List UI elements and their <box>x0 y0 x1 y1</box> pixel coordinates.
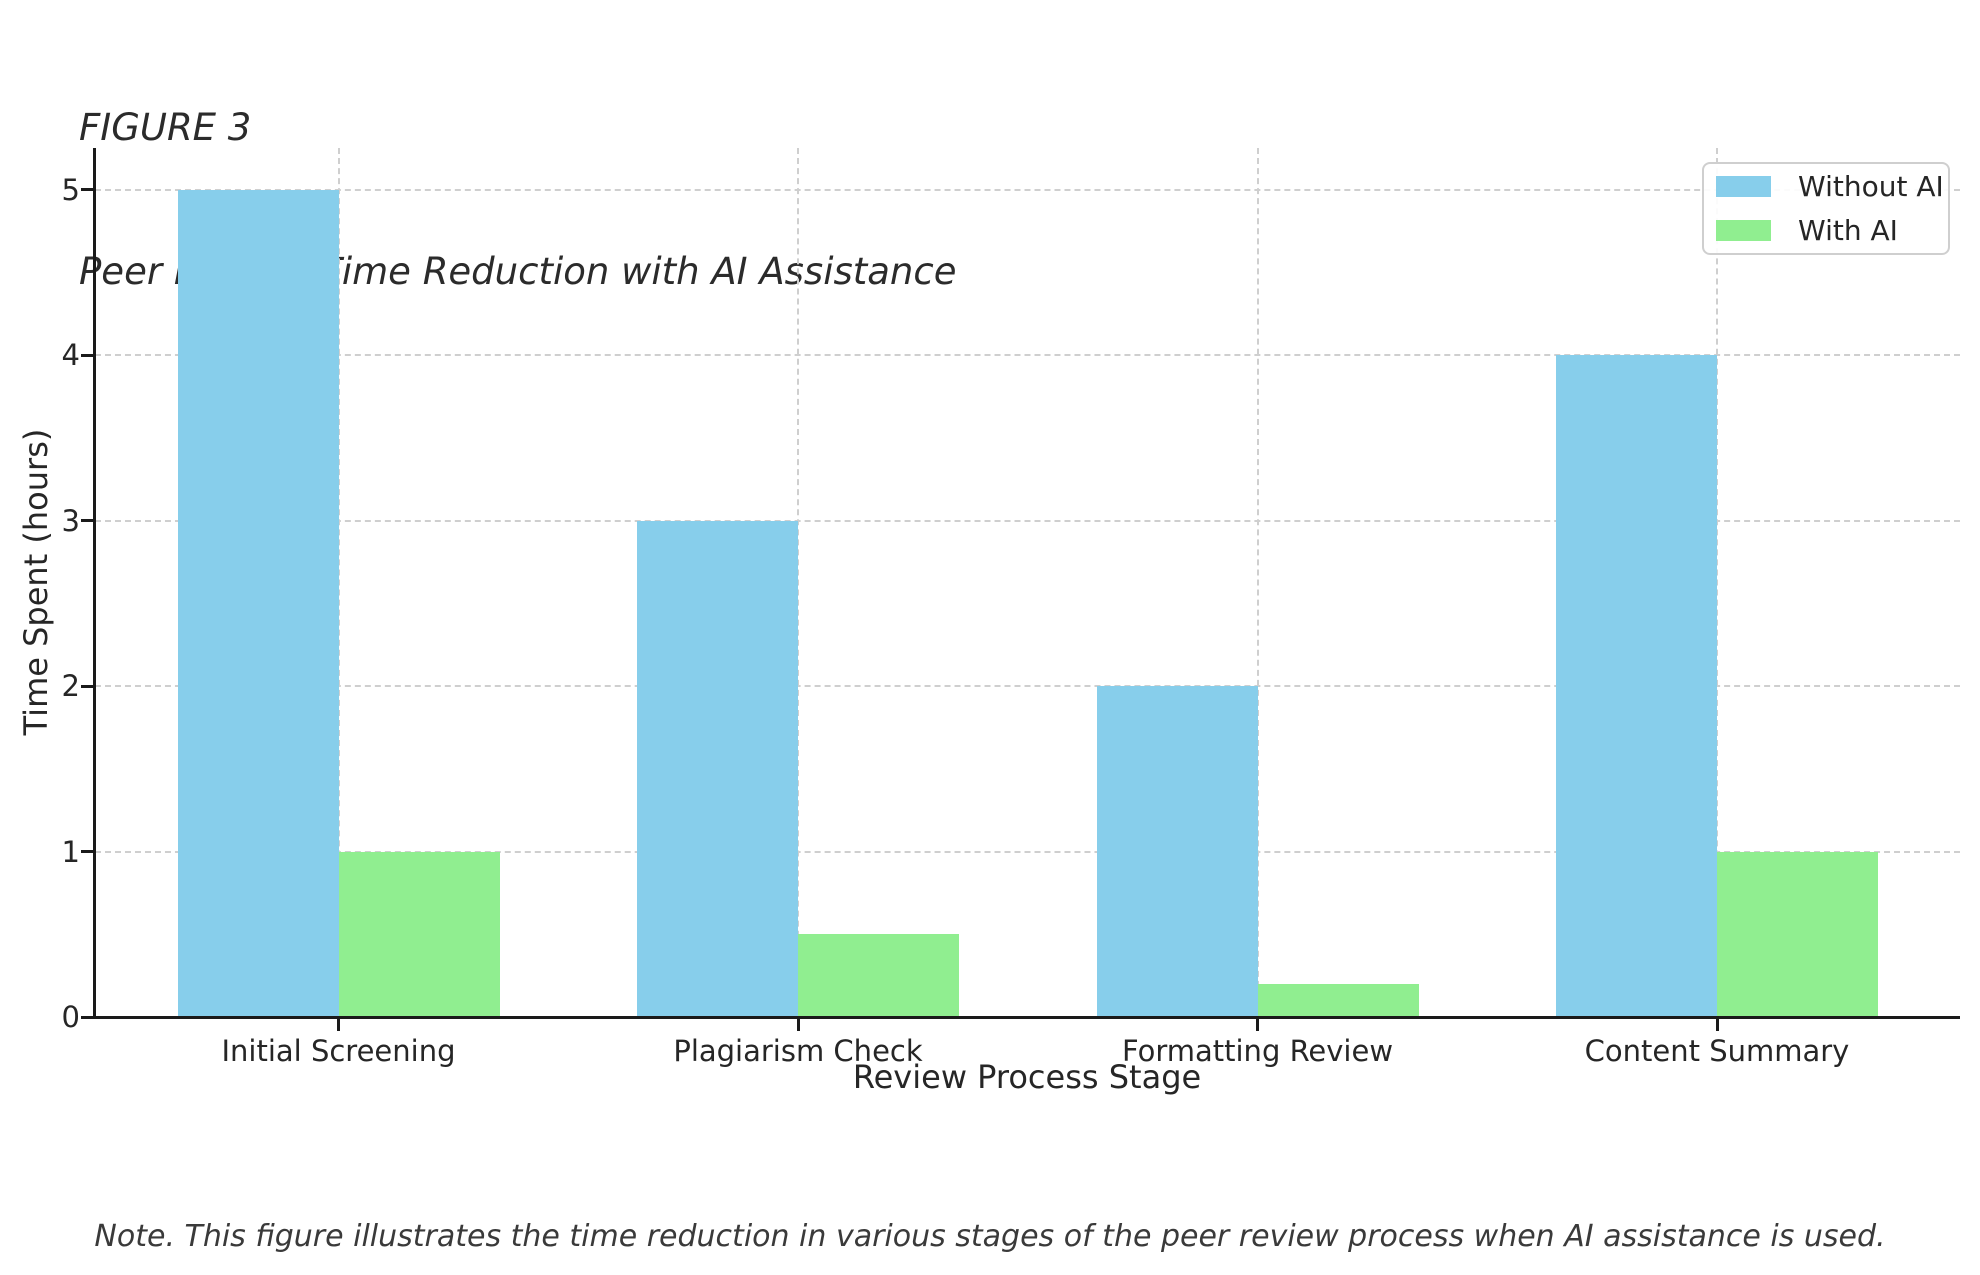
bar-without-ai-plagiarism-check <box>637 520 798 1017</box>
y-tickmark <box>81 188 93 191</box>
h-gridline <box>95 519 1960 522</box>
legend-swatch-without-ai <box>1716 176 1771 197</box>
legend-entry-without-ai: Without AI <box>1716 169 1948 203</box>
legend: Without AI With AI <box>1702 162 1950 255</box>
legend-label-with-ai: With AI <box>1798 213 1898 247</box>
x-tickmark <box>337 1019 340 1031</box>
figure-label: FIGURE 3 <box>79 106 252 149</box>
v-gridline <box>337 148 340 1017</box>
v-gridline <box>1256 148 1259 1017</box>
x-tickmark <box>796 1019 800 1031</box>
y-tick-label: 1 <box>61 834 80 869</box>
x-axis-label: Review Process Stage <box>852 1058 1202 1096</box>
y-tickmark <box>81 519 93 522</box>
legend-entry-with-ai: With AI <box>1716 213 1948 247</box>
h-gridline <box>95 188 1960 191</box>
bar-without-ai-content-summary <box>1556 355 1717 1017</box>
bar-with-ai-content-summary <box>1717 851 1878 1017</box>
bar-with-ai-initial-screening <box>338 851 500 1017</box>
bar-with-ai-plagiarism-check <box>798 934 959 1017</box>
x-axis-spine <box>93 1016 1960 1019</box>
x-tickmark <box>1256 1019 1259 1031</box>
h-gridline <box>95 354 1960 356</box>
y-tickmark <box>81 353 93 357</box>
y-tick-label: 0 <box>61 1000 80 1034</box>
x-tick-label: Initial Screening <box>221 1034 456 1068</box>
y-tickmark <box>81 684 93 688</box>
y-tick-label: 5 <box>61 172 80 207</box>
h-gridline <box>95 850 1960 853</box>
v-gridline <box>1716 148 1718 1017</box>
h-gridline <box>95 685 1960 687</box>
y-tickmark <box>81 1015 93 1019</box>
y-tick-label: 2 <box>61 669 80 703</box>
y-tickmark <box>81 850 93 853</box>
y-tick-label: 3 <box>61 503 80 538</box>
legend-label-without-ai: Without AI <box>1798 169 1944 203</box>
bar-without-ai-initial-screening <box>177 189 339 1017</box>
y-axis-spine <box>93 148 96 1019</box>
bar-with-ai-formatting-review <box>1257 983 1419 1017</box>
bar-without-ai-formatting-review <box>1096 686 1258 1017</box>
x-tick-label: Plagiarism Check <box>673 1034 923 1068</box>
x-tick-label: Formatting Review <box>1121 1034 1394 1068</box>
legend-swatch-with-ai <box>1716 220 1771 241</box>
y-tick-label: 4 <box>61 338 80 372</box>
x-tick-label: Content Summary <box>1584 1034 1850 1068</box>
figure-note: Note. This figure illustrates the time r… <box>94 1219 1886 1254</box>
x-tickmark <box>1715 1019 1719 1031</box>
v-gridline <box>797 148 799 1017</box>
y-axis-label: Time Spent (hours) <box>17 428 55 736</box>
